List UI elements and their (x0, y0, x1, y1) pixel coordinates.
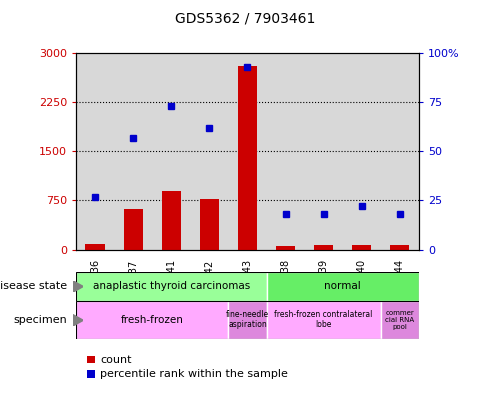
Polygon shape (73, 314, 83, 326)
Bar (76, 53, 114, 250)
Bar (228, 53, 267, 250)
Bar (343, 53, 381, 250)
Bar (391, 245, 410, 250)
Bar (85, 244, 104, 250)
Bar (152, 53, 190, 250)
Bar (114, 53, 152, 250)
Polygon shape (73, 281, 83, 292)
Bar (76, 301, 228, 339)
Bar (267, 301, 381, 339)
Text: count: count (100, 354, 132, 365)
Bar (352, 245, 371, 250)
Bar (76, 272, 267, 301)
Text: normal: normal (324, 281, 361, 292)
Bar (381, 301, 419, 339)
Bar (162, 191, 181, 250)
Bar (305, 53, 343, 250)
Text: disease state: disease state (0, 281, 68, 292)
Bar (200, 199, 219, 250)
Bar (314, 245, 333, 250)
Bar (381, 53, 419, 250)
Bar (276, 246, 295, 250)
Bar (87, 356, 95, 364)
Text: fresh-frozen contralateral
lobe: fresh-frozen contralateral lobe (274, 310, 373, 329)
Text: anaplastic thyroid carcinomas: anaplastic thyroid carcinomas (93, 281, 250, 292)
Text: GDS5362 / 7903461: GDS5362 / 7903461 (175, 12, 315, 26)
Bar (267, 272, 419, 301)
Text: commer
cial RNA
pool: commer cial RNA pool (385, 310, 415, 330)
Bar (228, 301, 267, 339)
Text: fine-needle
aspiration: fine-needle aspiration (226, 310, 269, 329)
Bar (267, 53, 305, 250)
Bar (190, 53, 228, 250)
Bar (123, 209, 143, 250)
Bar (238, 66, 257, 250)
Text: fresh-frozen: fresh-frozen (121, 315, 184, 325)
Bar (87, 370, 95, 378)
Text: percentile rank within the sample: percentile rank within the sample (100, 369, 288, 379)
Text: specimen: specimen (14, 315, 68, 325)
